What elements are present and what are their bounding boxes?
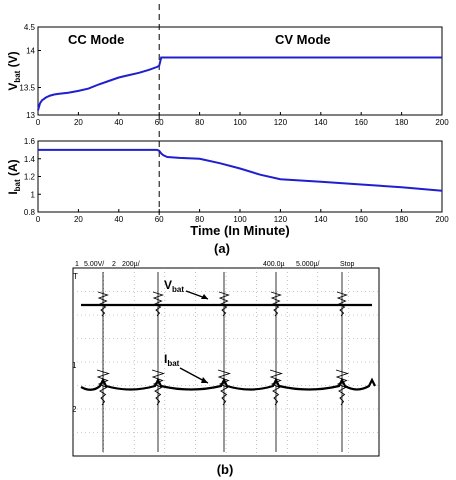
vbat-trace-label: Vbat xyxy=(164,278,184,294)
vbat-ylabel-unit: (V) xyxy=(6,51,20,67)
ibat-y-axis-label: Ibat (A) xyxy=(6,159,22,194)
vbat-ylabel-main: V xyxy=(6,83,20,91)
scope-ch2-scale: 200µ/ xyxy=(122,261,140,268)
ibat-trace xyxy=(80,377,376,391)
ibat-ylabel-sub: bat xyxy=(13,179,22,191)
scope-timebase-delay: 400.0µ xyxy=(263,261,285,268)
ibat-x-tick-label: 100 xyxy=(233,215,247,224)
vbat-y-tick-label: 14 xyxy=(26,47,35,56)
ibat-y-tick-label: 1 xyxy=(31,190,36,199)
vbat-trace-label-main: V xyxy=(164,278,172,292)
scope-ibat-burst xyxy=(96,369,110,406)
ibat-x-tick-label: 60 xyxy=(155,215,164,224)
vbat-ylabel-sub: bat xyxy=(13,70,22,82)
vbat-y-axis-label: Vbat (V) xyxy=(6,51,22,90)
scope-ch1-number: 1 xyxy=(75,261,79,268)
ibat-y-tick-label: 1.6 xyxy=(24,137,36,146)
ibat-plot-frame xyxy=(37,140,443,213)
ibat-pointer-arrowhead xyxy=(201,377,208,383)
ibat-x-tick-label: 80 xyxy=(195,215,204,224)
vbat-x-tick-label: 120 xyxy=(274,118,288,127)
ibat-trace-label-main: I xyxy=(164,352,167,366)
vbat-x-tick-label: 20 xyxy=(74,118,83,127)
scope-trigger-marker: T xyxy=(73,272,78,281)
scope-switching-spikes xyxy=(96,272,349,452)
vbat-x-tick-label: 40 xyxy=(114,118,123,127)
vbat-series-line xyxy=(37,56,442,111)
time-x-axis-label: Time (In Minute) xyxy=(190,223,289,238)
ibat-series-line xyxy=(38,148,443,192)
scope-ibat-burst xyxy=(217,369,231,406)
ibat-x-tick-label: 180 xyxy=(395,215,409,224)
vbat-x-tick-label: 60 xyxy=(155,118,164,127)
scope-ibat-burst xyxy=(269,369,283,406)
ibat-x-tick-label: 200 xyxy=(435,215,449,224)
ibat-x-tick-label: 140 xyxy=(314,215,328,224)
cv-mode-annotation: CV Mode xyxy=(275,32,331,47)
scope-ch1-scale: 5.00V/ xyxy=(84,261,104,268)
vbat-x-tick-label: 80 xyxy=(195,118,204,127)
cc-mode-annotation: CC Mode xyxy=(68,32,124,47)
ibat-x-tick-label: 120 xyxy=(274,215,288,224)
oscilloscope-capture: 1 5.00V/ 2 200µ/ 400.0µ 5.000µ/ Stop T 1… xyxy=(72,261,380,477)
panel-a-label: (a) xyxy=(214,241,230,256)
ibat-chart: 0.8 1 1.2 1.4 1.6 0 20 40 60 80 100 120 140 160 180 20… xyxy=(6,131,449,256)
scope-ch2-number: 2 xyxy=(112,261,116,268)
ibat-y-tick-label: 0.8 xyxy=(24,208,36,217)
ibat-trace-label-sub: bat xyxy=(167,359,179,368)
scope-run-state: Stop xyxy=(340,261,355,268)
scope-ch2-marker: 2 xyxy=(72,405,77,414)
vbat-y-tick-label: 13.5 xyxy=(19,84,35,93)
ibat-trace-label: Ibat xyxy=(164,352,180,368)
vbat-pointer-arrowhead xyxy=(201,294,208,299)
ibat-x-tick-label: 40 xyxy=(114,215,123,224)
ibat-x-tick-label: 0 xyxy=(36,215,41,224)
ibat-x-tick-label: 20 xyxy=(74,215,83,224)
vbat-x-tick-label: 160 xyxy=(355,118,369,127)
vbat-x-tick-label: 0 xyxy=(36,118,41,127)
scope-ibat-burst xyxy=(151,369,165,406)
vbat-trace-label-sub: bat xyxy=(172,285,184,294)
scope-timebase-scale: 5.000µ/ xyxy=(296,261,320,268)
ibat-y-tick-label: 1.2 xyxy=(24,173,36,182)
vbat-y-tick-label: 13 xyxy=(26,111,35,120)
vbat-x-tick-label: 100 xyxy=(233,118,247,127)
ibat-x-tick-label: 160 xyxy=(355,215,369,224)
vbat-x-tick-label: 140 xyxy=(314,118,328,127)
vbat-x-tick-label: 180 xyxy=(395,118,409,127)
ibat-ylabel-unit: (A) xyxy=(6,159,20,176)
scope-ch1-marker: 1 xyxy=(72,361,77,370)
vbat-y-tick-label: 4.5 xyxy=(24,23,36,32)
ibat-ylabel-main: I xyxy=(6,191,20,194)
vbat-x-tick-label: 200 xyxy=(435,118,449,127)
panel-b-label: (b) xyxy=(217,462,234,477)
ibat-y-tick-label: 1.4 xyxy=(24,155,36,164)
